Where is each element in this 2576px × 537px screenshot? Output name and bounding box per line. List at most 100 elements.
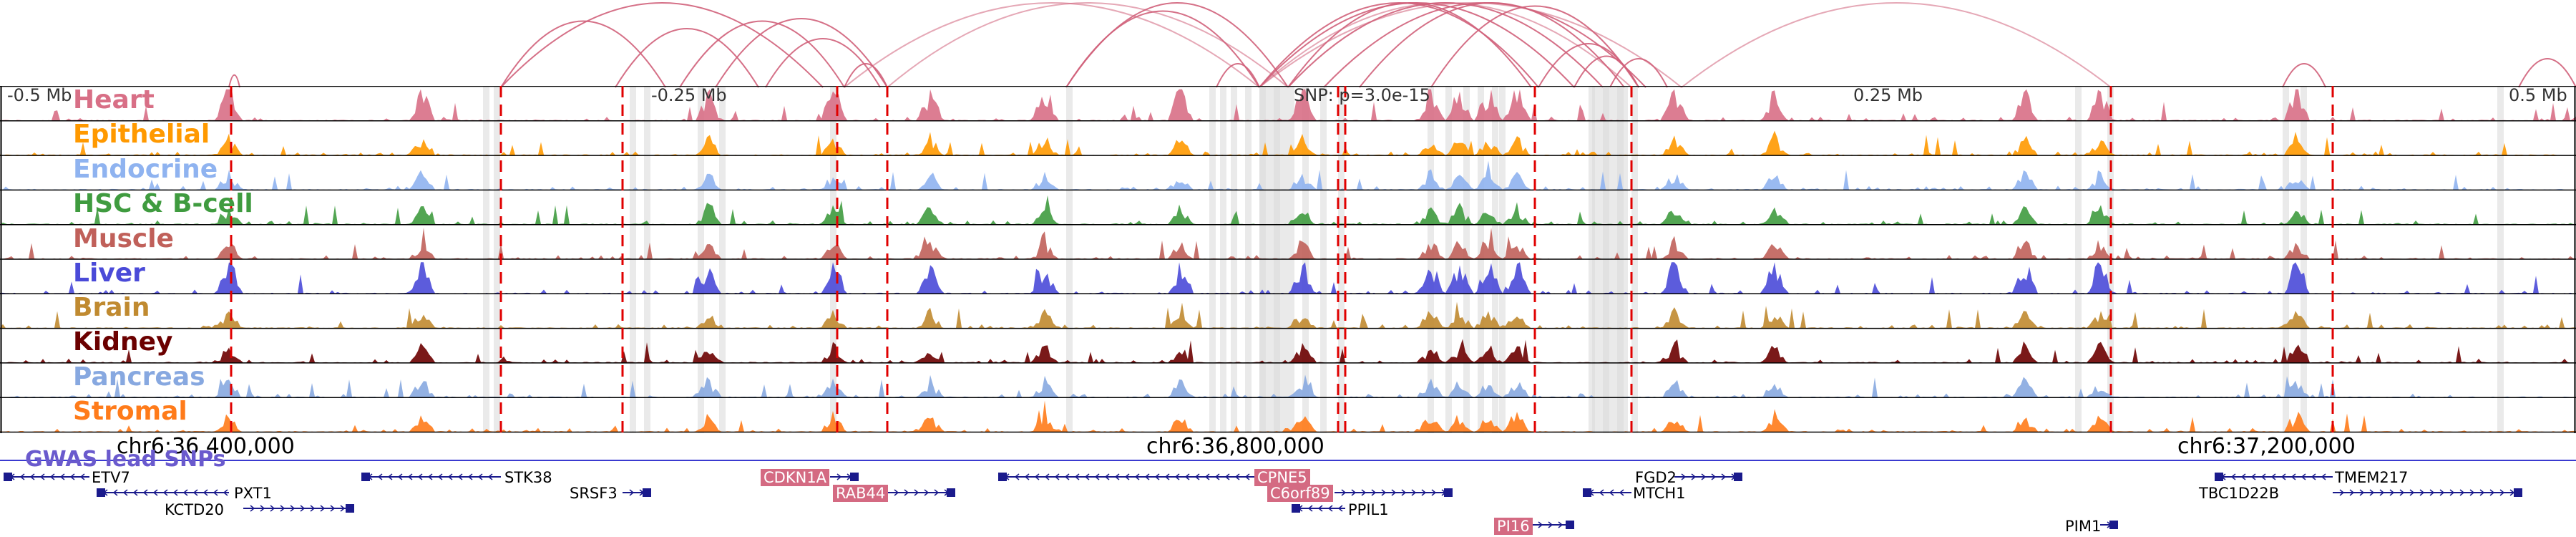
gene-exon: [1566, 521, 1574, 529]
gene-label-kctd20: KCTD20: [165, 501, 225, 518]
strand-arrow: [1307, 505, 1313, 512]
strand-arrow: [19, 473, 25, 480]
strand-arrow: [203, 489, 208, 496]
strand-arrow: [300, 505, 306, 512]
strand-arrow: [894, 489, 899, 496]
gene-label-cdkn1a: CDKN1A: [761, 469, 830, 486]
loop-arc: [715, 18, 888, 88]
strand-arrow: [1174, 473, 1180, 480]
gene-exon: [2514, 488, 2522, 497]
strand-arrow: [1054, 473, 1060, 480]
gene-label-pim1: PIM1: [2065, 518, 2102, 535]
track-label-kidney: Kidney: [73, 327, 173, 357]
track-label-hsc-b-cell: HSC & B-cell: [73, 189, 253, 218]
strand-arrow: [2250, 473, 2256, 480]
track-label-stromal: Stromal: [73, 397, 187, 426]
strand-arrow: [1371, 489, 1377, 496]
strand-arrow: [1114, 473, 1120, 480]
strand-arrow: [270, 505, 275, 512]
gene-exon: [643, 488, 651, 497]
loop-arc: [844, 2, 1260, 88]
strand-arrow: [1044, 473, 1050, 480]
strand-arrow: [1619, 489, 1624, 496]
loop-arc: [1430, 5, 1639, 88]
strand-arrow: [2270, 473, 2276, 480]
strand-arrow: [213, 489, 218, 496]
strand-arrow: [2459, 489, 2465, 496]
strand-arrow: [1701, 473, 1707, 480]
track-label-liver: Liver: [73, 258, 145, 288]
strand-arrow: [427, 473, 433, 480]
strand-arrow: [2290, 473, 2296, 480]
gene-exon: [1292, 504, 1300, 513]
strand-arrow: [1431, 489, 1437, 496]
strand-arrow: [290, 505, 296, 512]
signal-tracks-panel: [0, 86, 2576, 433]
gene-label-cpne5: CPNE5: [1254, 469, 1310, 486]
loop-arc: [1574, 55, 1639, 88]
track-label-muscle: Muscle: [73, 224, 174, 253]
strand-arrow: [49, 473, 55, 480]
loop-arc: [1287, 2, 1532, 88]
strand-arrow: [1164, 473, 1170, 480]
strand-arrow: [447, 473, 453, 480]
strand-arrow: [1351, 489, 1357, 496]
gene-exon: [850, 473, 859, 481]
strand-arrow: [2449, 489, 2455, 496]
strand-arrow: [1317, 505, 1323, 512]
strand-arrow: [2479, 489, 2485, 496]
track-label-brain: Brain: [73, 293, 150, 322]
strand-arrow: [2339, 489, 2345, 496]
strand-arrow: [2260, 473, 2266, 480]
loop-arc: [1287, 2, 1604, 88]
gene-label-tbc1d22b: TBC1D22B: [2199, 485, 2280, 502]
track-label-heart: Heart: [73, 85, 155, 115]
strand-arrow: [192, 489, 198, 496]
coordinate-label-1: chr6:36,400,000: [117, 434, 295, 459]
strand-arrow: [250, 505, 255, 512]
strand-arrow: [29, 473, 35, 480]
chromatin-loops-panel: [228, 2, 2576, 88]
strand-arrow: [1014, 473, 1020, 480]
strand-arrow: [1548, 521, 1553, 528]
strand-arrow: [2399, 489, 2405, 496]
loop-arc: [1259, 2, 1632, 88]
loop-arc: [2518, 58, 2576, 88]
strand-arrow: [2439, 489, 2445, 496]
strand-arrow: [1401, 489, 1407, 496]
gene-exon: [1583, 488, 1591, 497]
strand-arrow: [330, 505, 336, 512]
strand-arrow: [1721, 473, 1727, 480]
gene-exon: [346, 504, 354, 513]
strand-arrow: [2280, 473, 2286, 480]
gene-label-ppil1: PPIL1: [1348, 501, 1389, 518]
strand-arrow: [467, 473, 473, 480]
gene-exon: [1444, 488, 1453, 497]
strand-arrow: [1337, 505, 1343, 512]
loop-arc: [500, 20, 666, 88]
distance-tick-plus-0.25: 0.25 Mb: [1853, 85, 1923, 105]
strand-arrow: [1104, 473, 1110, 480]
strand-arrow: [152, 489, 158, 496]
strand-arrow: [59, 473, 65, 480]
strand-arrow: [182, 489, 188, 496]
strand-arrow: [142, 489, 148, 496]
loop-arc: [887, 2, 1289, 88]
coordinate-label-2: chr6:36,800,000: [1146, 434, 1324, 459]
strand-arrow: [172, 489, 178, 496]
strand-arrow: [1411, 489, 1417, 496]
strand-arrow: [377, 473, 383, 480]
strand-arrow: [2429, 489, 2435, 496]
strand-arrow: [1024, 473, 1030, 480]
strand-arrow: [320, 505, 326, 512]
gene-exon: [97, 488, 105, 497]
strand-arrow: [2469, 489, 2475, 496]
strand-arrow: [2499, 489, 2505, 496]
strand-arrow: [1194, 473, 1200, 480]
strand-arrow: [1381, 489, 1387, 496]
gene-exon: [2109, 521, 2118, 529]
strand-arrow: [2311, 473, 2316, 480]
strand-arrow: [629, 489, 635, 496]
strand-arrow: [162, 489, 168, 496]
track-label-epithelial: Epithelial: [73, 120, 210, 149]
